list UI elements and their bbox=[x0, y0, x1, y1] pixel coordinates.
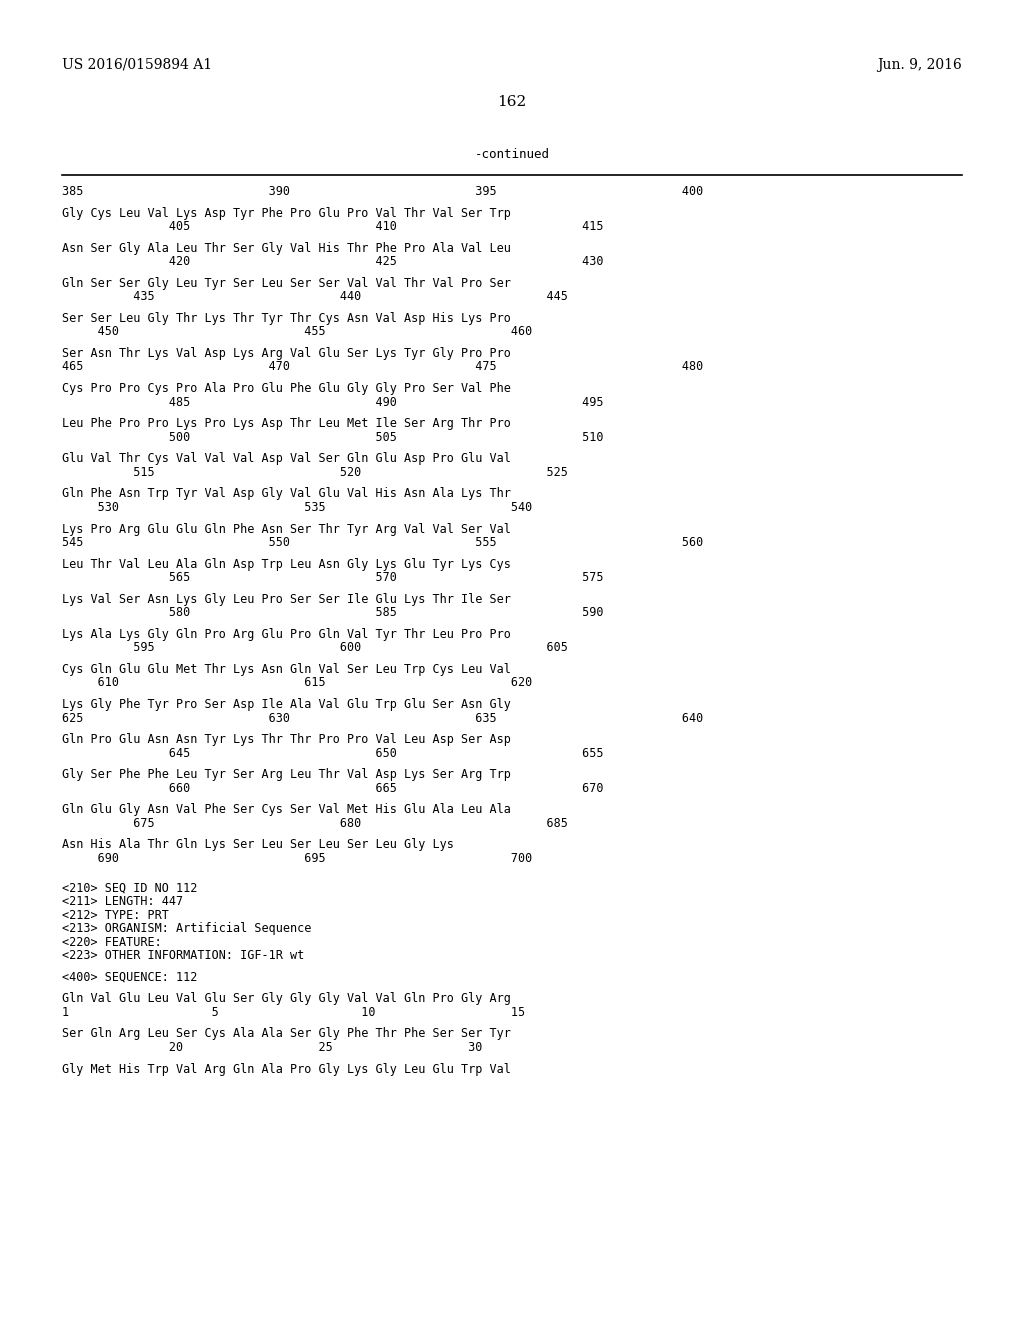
Text: Gly Ser Phe Phe Leu Tyr Ser Arg Leu Thr Val Asp Lys Ser Arg Trp: Gly Ser Phe Phe Leu Tyr Ser Arg Leu Thr … bbox=[62, 768, 511, 781]
Text: Leu Thr Val Leu Ala Gln Asp Trp Leu Asn Gly Lys Glu Tyr Lys Cys: Leu Thr Val Leu Ala Gln Asp Trp Leu Asn … bbox=[62, 557, 511, 570]
Text: Jun. 9, 2016: Jun. 9, 2016 bbox=[878, 58, 962, 73]
Text: Gln Val Glu Leu Val Glu Ser Gly Gly Gly Val Val Gln Pro Gly Arg: Gln Val Glu Leu Val Glu Ser Gly Gly Gly … bbox=[62, 993, 511, 1006]
Text: 485                          490                          495: 485 490 495 bbox=[62, 396, 603, 409]
Text: 610                          615                          620: 610 615 620 bbox=[62, 676, 532, 689]
Text: Gly Met His Trp Val Arg Gln Ala Pro Gly Lys Gly Leu Glu Trp Val: Gly Met His Trp Val Arg Gln Ala Pro Gly … bbox=[62, 1063, 511, 1076]
Text: Gln Pro Glu Asn Asn Tyr Lys Thr Thr Pro Pro Val Leu Asp Ser Asp: Gln Pro Glu Asn Asn Tyr Lys Thr Thr Pro … bbox=[62, 733, 511, 746]
Text: 565                          570                          575: 565 570 575 bbox=[62, 572, 603, 585]
Text: -continued: -continued bbox=[474, 148, 550, 161]
Text: Lys Ala Lys Gly Gln Pro Arg Glu Pro Gln Val Tyr Thr Leu Pro Pro: Lys Ala Lys Gly Gln Pro Arg Glu Pro Gln … bbox=[62, 628, 511, 640]
Text: 20                   25                   30: 20 25 30 bbox=[62, 1041, 482, 1053]
Text: 660                          665                          670: 660 665 670 bbox=[62, 781, 603, 795]
Text: <212> TYPE: PRT: <212> TYPE: PRT bbox=[62, 908, 169, 921]
Text: Ser Gln Arg Leu Ser Cys Ala Ala Ser Gly Phe Thr Phe Ser Ser Tyr: Ser Gln Arg Leu Ser Cys Ala Ala Ser Gly … bbox=[62, 1027, 511, 1040]
Text: <213> ORGANISM: Artificial Sequence: <213> ORGANISM: Artificial Sequence bbox=[62, 923, 311, 935]
Text: <220> FEATURE:: <220> FEATURE: bbox=[62, 936, 162, 949]
Text: 545                          550                          555                   : 545 550 555 bbox=[62, 536, 703, 549]
Text: 515                          520                          525: 515 520 525 bbox=[62, 466, 568, 479]
Text: Gln Phe Asn Trp Tyr Val Asp Gly Val Glu Val His Asn Ala Lys Thr: Gln Phe Asn Trp Tyr Val Asp Gly Val Glu … bbox=[62, 487, 511, 500]
Text: Ser Asn Thr Lys Val Asp Lys Arg Val Glu Ser Lys Tyr Gly Pro Pro: Ser Asn Thr Lys Val Asp Lys Arg Val Glu … bbox=[62, 347, 511, 360]
Text: 530                          535                          540: 530 535 540 bbox=[62, 500, 532, 513]
Text: Lys Pro Arg Glu Glu Gln Phe Asn Ser Thr Tyr Arg Val Val Ser Val: Lys Pro Arg Glu Glu Gln Phe Asn Ser Thr … bbox=[62, 523, 511, 536]
Text: Lys Val Ser Asn Lys Gly Leu Pro Ser Ser Ile Glu Lys Thr Ile Ser: Lys Val Ser Asn Lys Gly Leu Pro Ser Ser … bbox=[62, 593, 511, 606]
Text: 420                          425                          430: 420 425 430 bbox=[62, 255, 603, 268]
Text: Lys Gly Phe Tyr Pro Ser Asp Ile Ala Val Glu Trp Glu Ser Asn Gly: Lys Gly Phe Tyr Pro Ser Asp Ile Ala Val … bbox=[62, 698, 511, 711]
Text: 625                          630                          635                   : 625 630 635 bbox=[62, 711, 703, 725]
Text: Gly Cys Leu Val Lys Asp Tyr Phe Pro Glu Pro Val Thr Val Ser Trp: Gly Cys Leu Val Lys Asp Tyr Phe Pro Glu … bbox=[62, 207, 511, 219]
Text: 690                          695                          700: 690 695 700 bbox=[62, 851, 532, 865]
Text: 385                          390                          395                   : 385 390 395 bbox=[62, 185, 703, 198]
Text: 595                          600                          605: 595 600 605 bbox=[62, 642, 568, 655]
Text: <211> LENGTH: 447: <211> LENGTH: 447 bbox=[62, 895, 183, 908]
Text: 580                          585                          590: 580 585 590 bbox=[62, 606, 603, 619]
Text: Glu Val Thr Cys Val Val Val Asp Val Ser Gln Glu Asp Pro Glu Val: Glu Val Thr Cys Val Val Val Asp Val Ser … bbox=[62, 453, 511, 466]
Text: Cys Pro Pro Cys Pro Ala Pro Glu Phe Glu Gly Gly Pro Ser Val Phe: Cys Pro Pro Cys Pro Ala Pro Glu Phe Glu … bbox=[62, 381, 511, 395]
Text: <210> SEQ ID NO 112: <210> SEQ ID NO 112 bbox=[62, 882, 198, 895]
Text: 435                          440                          445: 435 440 445 bbox=[62, 290, 568, 304]
Text: Ser Ser Leu Gly Thr Lys Thr Tyr Thr Cys Asn Val Asp His Lys Pro: Ser Ser Leu Gly Thr Lys Thr Tyr Thr Cys … bbox=[62, 312, 511, 325]
Text: Gln Ser Ser Gly Leu Tyr Ser Leu Ser Ser Val Val Thr Val Pro Ser: Gln Ser Ser Gly Leu Tyr Ser Leu Ser Ser … bbox=[62, 277, 511, 290]
Text: 1                    5                    10                   15: 1 5 10 15 bbox=[62, 1006, 525, 1019]
Text: Cys Gln Glu Glu Met Thr Lys Asn Gln Val Ser Leu Trp Cys Leu Val: Cys Gln Glu Glu Met Thr Lys Asn Gln Val … bbox=[62, 663, 511, 676]
Text: 405                          410                          415: 405 410 415 bbox=[62, 220, 603, 234]
Text: Asn His Ala Thr Gln Lys Ser Leu Ser Leu Ser Leu Gly Lys: Asn His Ala Thr Gln Lys Ser Leu Ser Leu … bbox=[62, 838, 454, 851]
Text: 500                          505                          510: 500 505 510 bbox=[62, 430, 603, 444]
Text: Leu Phe Pro Pro Lys Pro Lys Asp Thr Leu Met Ile Ser Arg Thr Pro: Leu Phe Pro Pro Lys Pro Lys Asp Thr Leu … bbox=[62, 417, 511, 430]
Text: 465                          470                          475                   : 465 470 475 bbox=[62, 360, 703, 374]
Text: 162: 162 bbox=[498, 95, 526, 110]
Text: <223> OTHER INFORMATION: IGF-1R wt: <223> OTHER INFORMATION: IGF-1R wt bbox=[62, 949, 304, 962]
Text: 645                          650                          655: 645 650 655 bbox=[62, 747, 603, 759]
Text: US 2016/0159894 A1: US 2016/0159894 A1 bbox=[62, 58, 212, 73]
Text: Gln Glu Gly Asn Val Phe Ser Cys Ser Val Met His Glu Ala Leu Ala: Gln Glu Gly Asn Val Phe Ser Cys Ser Val … bbox=[62, 804, 511, 816]
Text: 675                          680                          685: 675 680 685 bbox=[62, 817, 568, 830]
Text: <400> SEQUENCE: 112: <400> SEQUENCE: 112 bbox=[62, 970, 198, 983]
Text: 450                          455                          460: 450 455 460 bbox=[62, 326, 532, 338]
Text: Asn Ser Gly Ala Leu Thr Ser Gly Val His Thr Phe Pro Ala Val Leu: Asn Ser Gly Ala Leu Thr Ser Gly Val His … bbox=[62, 242, 511, 255]
